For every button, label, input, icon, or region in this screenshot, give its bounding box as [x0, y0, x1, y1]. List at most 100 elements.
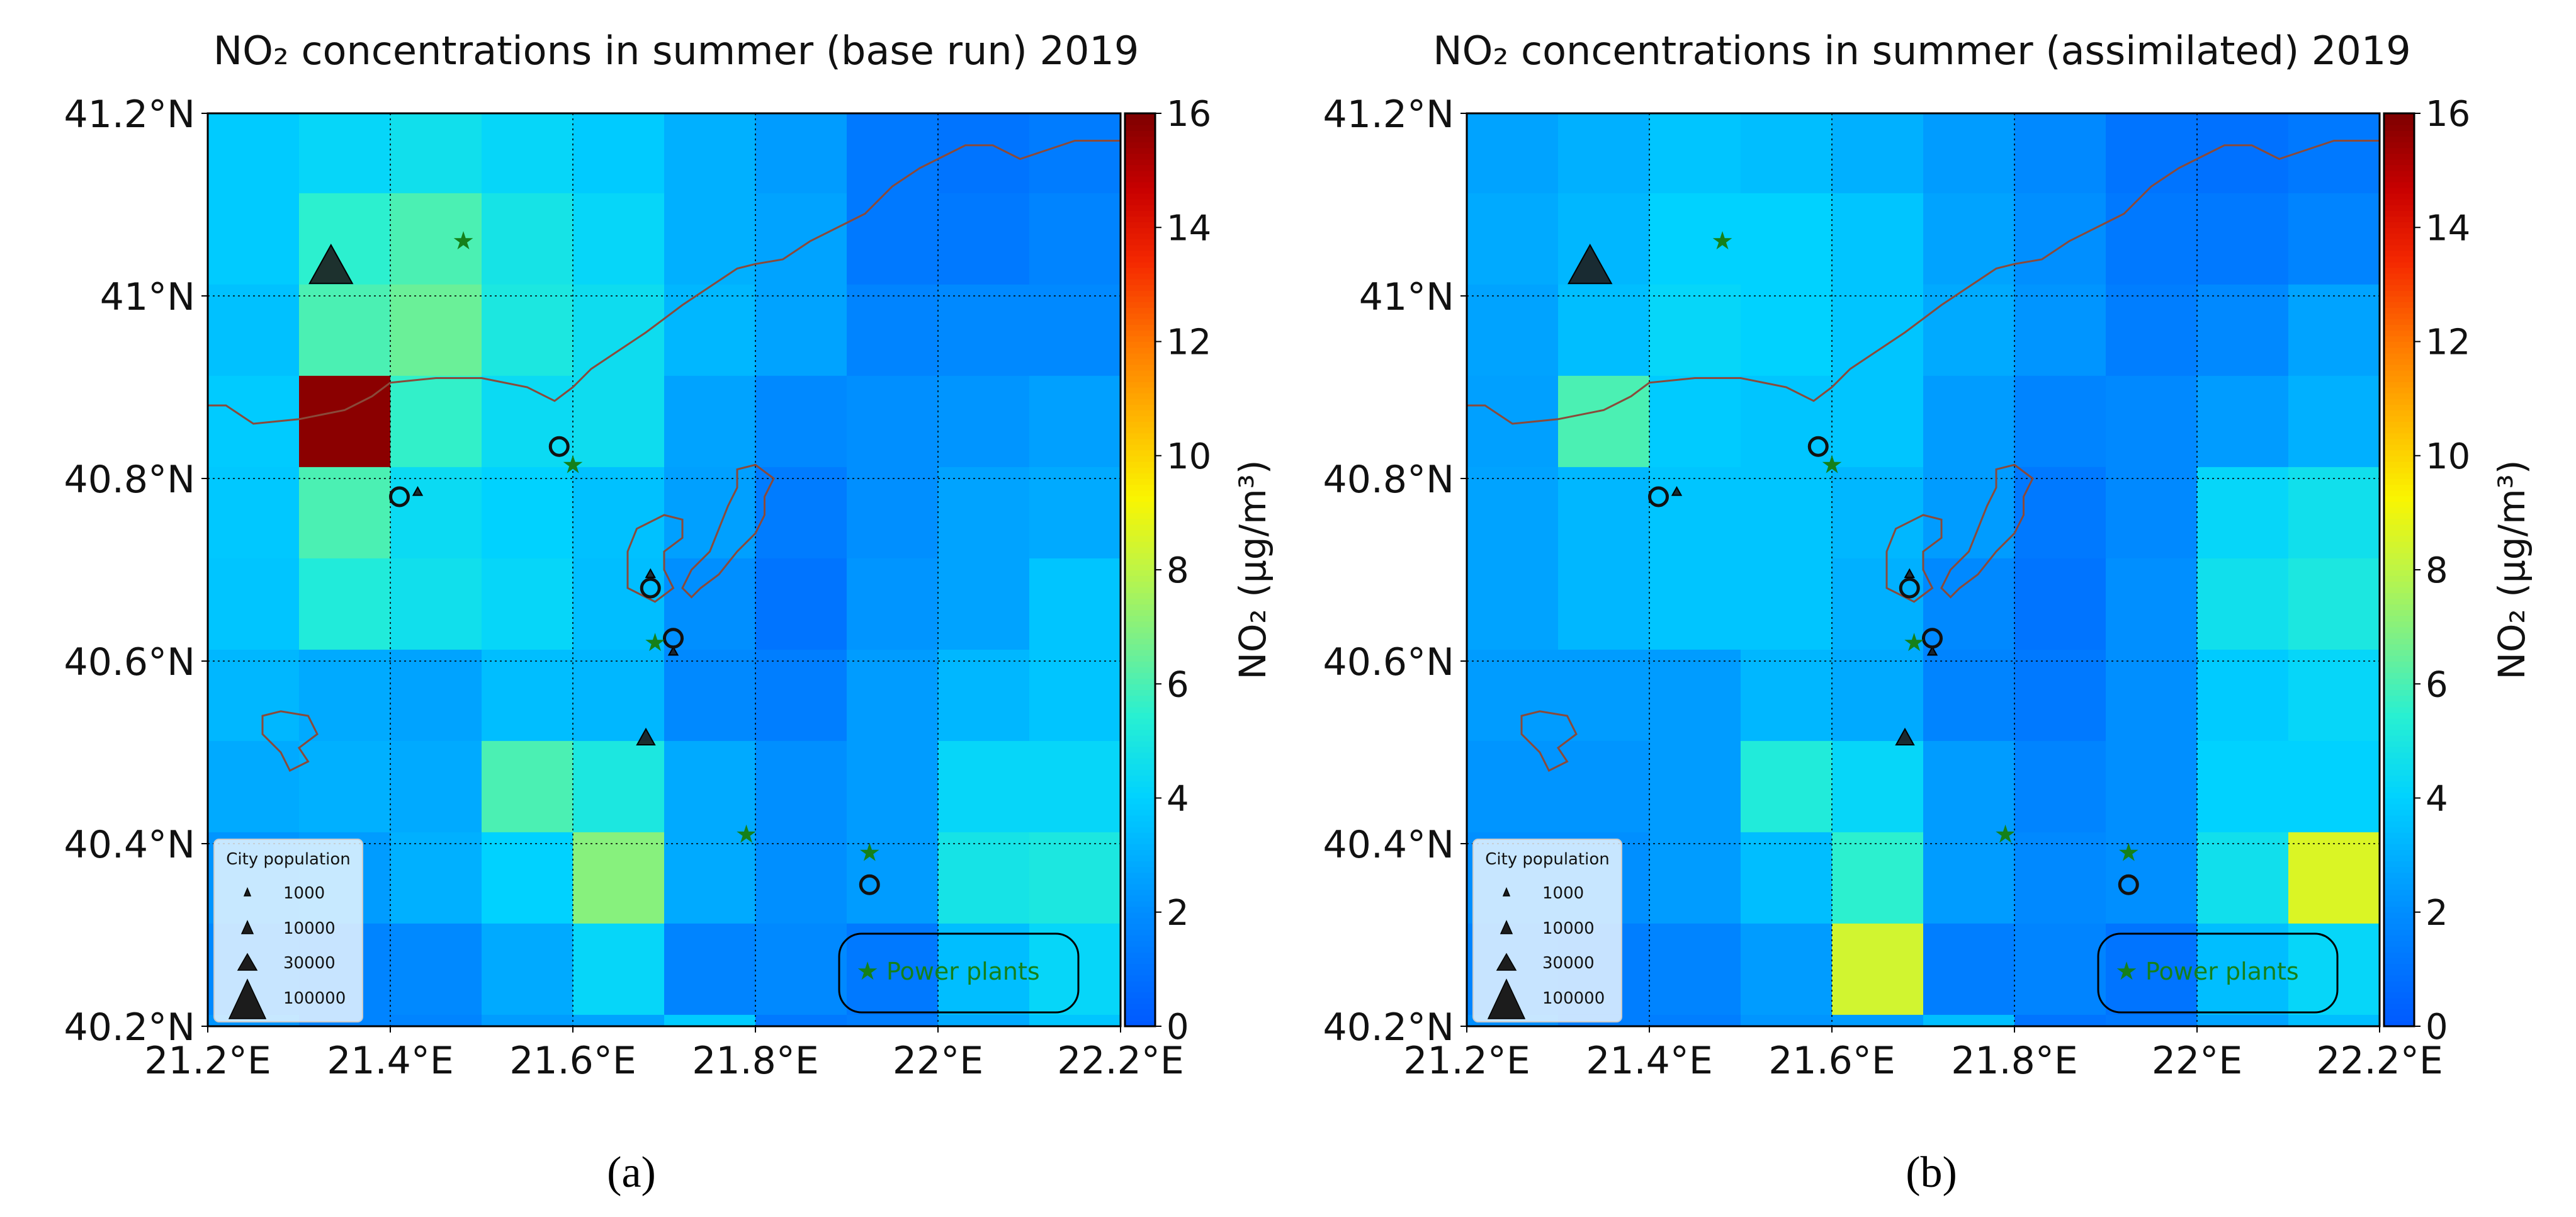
heatmap-cell [1923, 923, 2015, 1016]
heatmap-cell [1832, 193, 1924, 285]
colorbar-segment [1125, 621, 1155, 628]
colorbar-segment [2384, 883, 2414, 890]
colorbar-segment [2384, 136, 2414, 143]
colorbar-segment [1125, 1020, 1155, 1027]
population-30000-marker [1496, 953, 1517, 971]
colorbar-segment [1125, 142, 1155, 149]
population-10000-label: 10000 [283, 919, 336, 938]
colorbar-segment [1125, 153, 1155, 160]
colorbar-segment [1125, 370, 1155, 376]
colorbar-segment [1125, 438, 1155, 445]
colorbar-segment [2384, 986, 2414, 993]
colorbar-segment [2384, 535, 2414, 542]
power-plants-legend-label: Power plants [886, 958, 1040, 985]
heatmap-cell [1923, 832, 2015, 924]
panel-a-title: NO₂ concentrations in summer (base run) … [213, 28, 1139, 74]
heatmap-cell [2197, 558, 2289, 650]
colorbar-segment [2384, 490, 2414, 496]
colorbar-segment [2384, 684, 2414, 691]
colorbar-segment [1125, 946, 1155, 953]
heatmap-cell [1558, 649, 1650, 742]
colorbar-segment [2384, 524, 2414, 531]
colorbar-segment [2384, 125, 2414, 131]
heatmap-cell [847, 375, 939, 468]
colorbar-segment [1125, 433, 1155, 439]
colorbar-segment [2384, 958, 2414, 965]
heatmap-cell [2197, 467, 2289, 559]
colorbar-segment [2384, 849, 2414, 856]
panel-a-y-axis: 41.2°N 41°N 40.8°N 40.6°N 40.4°N 40.2°N [64, 93, 208, 1050]
station-marker [1807, 436, 1829, 457]
colorbar-segment [2384, 461, 2414, 468]
heatmap-cell [1923, 375, 2015, 468]
heatmap-cell [755, 113, 847, 194]
heatmap-cell [1467, 558, 1559, 650]
heatmap-cell [2106, 193, 2198, 285]
colorbar-segment [1125, 461, 1155, 468]
heatmap-cell [2106, 113, 2198, 194]
heatmap-cell [755, 193, 847, 285]
power-plant-legend-icon: ★ [856, 957, 879, 986]
colorbar-segment [1125, 695, 1155, 702]
colorbar-segment [2384, 832, 2414, 839]
colorbar-segment [1125, 844, 1155, 850]
panel-b-map-features: ★ ★ ★ ★ ★ [1467, 140, 2380, 895]
power-plant-marker: ★ [1711, 227, 1734, 256]
heatmap-cell [1649, 375, 1741, 468]
heatmap-cell [1741, 923, 1833, 1016]
heatmap-cell [847, 649, 939, 742]
heatmap-cell [482, 1014, 573, 1027]
panel-a-population-legend: City population 1000 10000 30000 100000 [213, 839, 363, 1022]
heatmap-cell [2197, 193, 2289, 285]
colorbar-segment [2384, 592, 2414, 599]
colorbar-segment [2384, 427, 2414, 434]
lake-outline [261, 710, 319, 773]
colorbar-segment [1125, 427, 1155, 434]
city-marker [645, 568, 656, 579]
heatmap-cell [1029, 1014, 1121, 1027]
population-10000-label: 10000 [1542, 919, 1595, 938]
colorbar-segment [1125, 826, 1155, 833]
colorbar-segment [1125, 632, 1155, 639]
station-marker [640, 577, 661, 599]
colorbar-segment [1125, 472, 1155, 479]
y-tick-label: 40.2°N [1323, 1005, 1454, 1050]
colorbar-segment [2384, 387, 2414, 393]
colorbar-segment [2384, 820, 2414, 827]
colorbar-segment [1125, 187, 1155, 194]
heatmap-cell [2197, 740, 2289, 833]
heatmap-cell [1741, 649, 1833, 742]
colorbar-segment [1125, 923, 1155, 930]
heatmap-cell [482, 832, 573, 924]
colorbar-segment [1125, 815, 1155, 822]
heatmap-cell [664, 832, 756, 924]
population-1000-label: 1000 [283, 884, 325, 903]
heatmap-cell [1558, 113, 1650, 194]
colorbar-segment [1125, 969, 1155, 976]
colorbar-segment [1125, 672, 1155, 679]
heatmap-cell [938, 467, 1030, 559]
panel-a: NO₂ concentrations in summer (base run) … [64, 28, 1274, 1197]
heatmap-cell [664, 740, 756, 833]
heatmap-cell [482, 284, 573, 376]
heatmap-cell [390, 1014, 482, 1027]
x-tick-label: 21.4°E [1586, 1039, 1713, 1083]
heatmap-cell [755, 740, 847, 833]
heatmap-cell [938, 832, 1030, 924]
colorbar-segment [2384, 712, 2414, 719]
colorbar-segment [2384, 147, 2414, 154]
x-tick-label: 21.8°E [1951, 1039, 2078, 1083]
colorbar-segment [1125, 575, 1155, 582]
heatmap-cell [1649, 467, 1741, 559]
colorbar-segment [1125, 147, 1155, 154]
colorbar-segment [2384, 181, 2414, 188]
colorbar-segment [1125, 364, 1155, 371]
colorbar-segment [2384, 198, 2414, 205]
colorbar-segment [1125, 809, 1155, 816]
heatmap-cell [573, 1014, 665, 1027]
city-marker [412, 485, 424, 496]
colorbar-segment [1125, 855, 1155, 861]
colorbar-segment [1125, 638, 1155, 645]
heatmap-cell [1649, 1014, 1741, 1027]
colorbar-segment [2384, 878, 2414, 885]
